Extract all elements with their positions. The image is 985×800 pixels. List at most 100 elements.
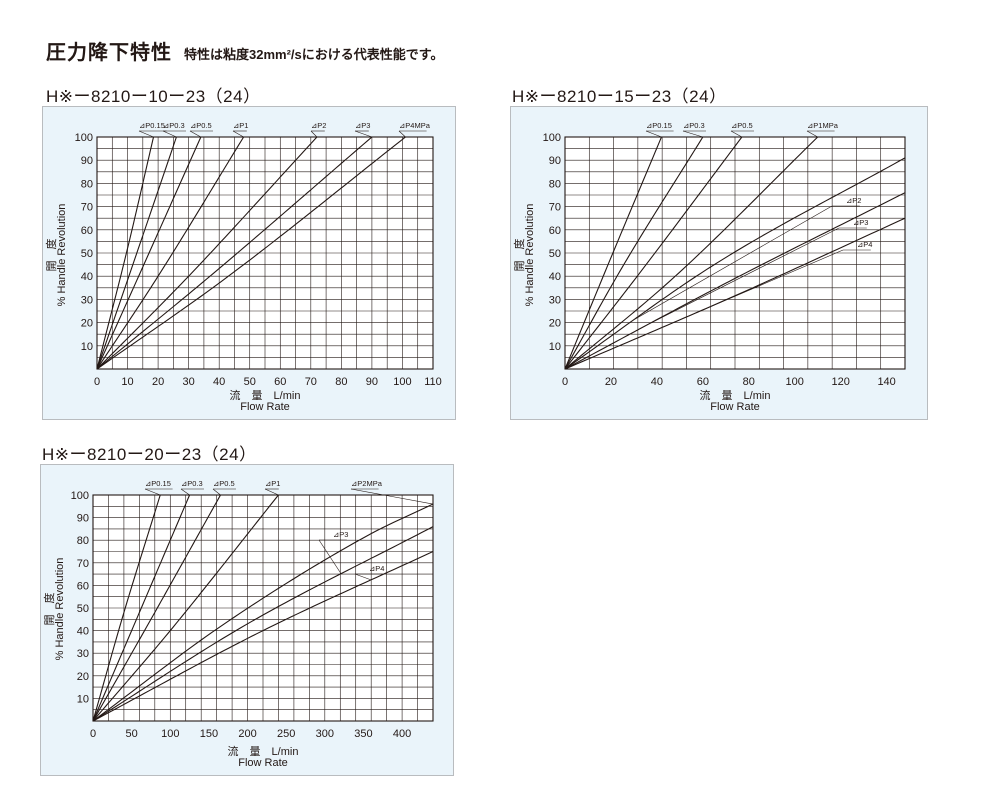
x-tick-label: 100 xyxy=(161,728,179,740)
label-leader xyxy=(162,130,177,138)
y-tick-label: 10 xyxy=(549,341,561,353)
x-tick-label: 140 xyxy=(877,376,895,388)
series-label-3: ⊿P0.5 xyxy=(731,121,753,130)
series-line-2 xyxy=(96,136,177,370)
label-leader xyxy=(682,130,703,138)
page-header: 圧力降下特性 特性は粘度32mm²/sにおける代表性能です。 xyxy=(46,36,443,65)
y-tick-label: 30 xyxy=(77,648,89,660)
x-tick-label: 0 xyxy=(94,376,100,388)
chart-2-panel: 10 20 30 40 50 60 70 80 90 100 0 20 40 60 80 100 120 140 流… xyxy=(510,106,928,420)
series-label-4: ⊿P1 xyxy=(233,121,248,130)
label-leader xyxy=(350,488,434,505)
x-axis-label-en: Flow Rate xyxy=(710,401,760,413)
y-tick-label: 60 xyxy=(77,580,89,592)
series-line-1 xyxy=(92,494,161,722)
y-tick-label: 70 xyxy=(549,202,561,214)
series-label-4: ⊿P1 xyxy=(265,479,280,488)
x-tick-label: 250 xyxy=(277,728,295,740)
x-tick-label: 10 xyxy=(121,376,133,388)
series-line-4 xyxy=(92,494,279,722)
x-tick-label: 120 xyxy=(831,376,849,388)
y-tick-label: 20 xyxy=(81,318,93,330)
y-axis-label-en: % Handle Revolution xyxy=(54,558,66,661)
series-line-3 xyxy=(564,136,743,370)
series-label-7: ⊿P4MPa xyxy=(399,121,431,130)
series-label-3: ⊿P0.5 xyxy=(190,121,212,130)
series-label-5: ⊿P2 xyxy=(846,196,861,205)
series-label-6: ⊿P3 xyxy=(355,121,370,130)
series-line-1 xyxy=(564,136,662,370)
x-axis-label-jp: 流 量 L/min xyxy=(230,388,301,402)
y-tick-label: 20 xyxy=(77,671,89,683)
x-tick-label: 50 xyxy=(126,728,138,740)
series-label-7: ⊿P4 xyxy=(369,564,384,573)
label-leader xyxy=(632,205,833,321)
x-tick-label: 30 xyxy=(183,376,195,388)
y-tick-label: 70 xyxy=(77,558,89,570)
series-line-3 xyxy=(92,494,221,722)
y-axis-label-jp: 開 度 xyxy=(512,239,526,272)
series-line-5 xyxy=(92,503,434,722)
series-label-2: ⊿P0.3 xyxy=(163,121,185,130)
y-tick-label: 60 xyxy=(549,225,561,237)
series-label-6: ⊿P3 xyxy=(853,218,868,227)
chart-3-panel: 10 20 30 40 50 60 70 80 90 100 0 50 100 150 200 250 300 3… xyxy=(40,464,454,776)
y-tick-label: 30 xyxy=(81,294,93,306)
y-tick-label: 80 xyxy=(77,535,89,547)
series-line-7 xyxy=(96,136,406,370)
series-line-4 xyxy=(564,136,819,370)
label-leader xyxy=(730,130,743,138)
x-tick-label: 80 xyxy=(743,376,755,388)
series-label-2: ⊿P0.3 xyxy=(181,479,203,488)
x-tick-label: 70 xyxy=(305,376,317,388)
page-title: 圧力降下特性 xyxy=(46,42,172,64)
x-axis-label-jp: 流 量 L/min xyxy=(228,744,299,758)
y-tick-label: 100 xyxy=(75,132,93,144)
chart-3-svg: 10 20 30 40 50 60 70 80 90 100 0 50 100 150 200 250 300 3… xyxy=(42,479,434,769)
x-axis-label-en: Flow Rate xyxy=(238,757,288,769)
y-tick-label: 40 xyxy=(77,626,89,638)
series-label-5: ⊿P2 xyxy=(311,121,326,130)
series-label-4: ⊿P1MPa xyxy=(807,121,839,130)
y-tick-label: 90 xyxy=(81,155,93,167)
label-leader xyxy=(398,130,406,138)
label-leader xyxy=(354,573,372,581)
label-leader xyxy=(310,130,318,138)
x-tick-label: 90 xyxy=(366,376,378,388)
series-line-5 xyxy=(564,157,906,370)
y-tick-label: 80 xyxy=(81,178,93,190)
label-leader xyxy=(806,130,818,138)
y-tick-label: 20 xyxy=(549,318,561,330)
plot-frame xyxy=(96,136,434,370)
series-line-3 xyxy=(96,136,202,370)
y-tick-label: 100 xyxy=(543,132,561,144)
x-tick-label: 350 xyxy=(354,728,372,740)
x-tick-label: 400 xyxy=(393,728,411,740)
label-leader xyxy=(189,130,201,138)
chart-3-heading: H※ー8210ー20ー23（24） xyxy=(42,445,257,464)
label-leader xyxy=(264,488,279,496)
y-tick-label: 80 xyxy=(549,178,561,190)
chart-1-svg: 10 20 30 40 50 60 70 80 90 100 0 10 20 30 40 50 60 70 80 90… xyxy=(44,121,442,413)
x-tick-label: 0 xyxy=(562,376,568,388)
label-leader xyxy=(645,130,662,138)
page-subtitle: 特性は粘度32mm²/sにおける代表性能です。 xyxy=(184,47,444,62)
y-tick-label: 90 xyxy=(77,513,89,525)
chart-2-heading: H※ー8210ー15ー23（24） xyxy=(512,87,727,106)
x-tick-label: 110 xyxy=(424,376,442,388)
series-line-7 xyxy=(92,551,434,722)
y-tick-label: 50 xyxy=(549,248,561,260)
x-tick-label: 150 xyxy=(200,728,218,740)
x-tick-label: 100 xyxy=(786,376,804,388)
series-line-6 xyxy=(96,136,373,370)
x-tick-label: 80 xyxy=(335,376,347,388)
y-tick-label: 10 xyxy=(81,341,93,353)
series-label-5: ⊿P2MPa xyxy=(351,479,383,488)
label-leader xyxy=(180,488,190,496)
label-leader xyxy=(656,249,844,330)
series-label-2: ⊿P0.3 xyxy=(683,121,705,130)
y-tick-label: 100 xyxy=(71,490,89,502)
series-label-3: ⊿P0.5 xyxy=(213,479,235,488)
grid xyxy=(93,495,433,721)
y-tick-label: 90 xyxy=(549,155,561,167)
